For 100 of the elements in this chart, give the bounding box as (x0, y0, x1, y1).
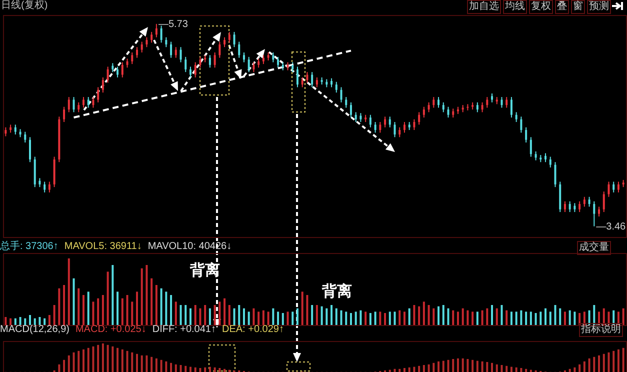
bar (447, 308, 450, 325)
bar (466, 310, 469, 325)
candlestick (14, 124, 16, 135)
bar (394, 312, 396, 325)
bar (170, 295, 172, 325)
bar (140, 268, 143, 325)
bar (525, 312, 528, 325)
candlestick (350, 102, 352, 118)
candlestick (520, 116, 522, 134)
candlestick (311, 72, 314, 88)
bar (472, 312, 474, 325)
bar (350, 313, 352, 325)
bar (428, 305, 430, 325)
text: 预测 (587, 0, 611, 14)
bar (330, 305, 333, 325)
bar (24, 318, 26, 325)
text: 总手: 37306↑ (0, 241, 58, 253)
bar (583, 312, 586, 325)
bar (559, 308, 562, 325)
bar (549, 312, 552, 325)
bar (38, 317, 41, 325)
candlestick (224, 36, 226, 48)
bar (452, 310, 454, 325)
annotation: —3.46 (596, 221, 626, 232)
bar (165, 292, 168, 325)
candlestick (150, 31, 153, 44)
candlestick (510, 96, 512, 118)
candlestick (379, 121, 382, 134)
annotation: 指标说明 (579, 323, 623, 337)
candlestick (87, 96, 90, 108)
text: 均线 (503, 0, 527, 14)
candlestick (354, 112, 357, 122)
candlestick (374, 121, 376, 134)
bar (267, 312, 270, 325)
candlestick (131, 52, 134, 65)
text: 叠 (555, 0, 569, 14)
candlestick (248, 56, 250, 73)
bar (184, 305, 187, 325)
candlestick (583, 196, 586, 208)
bar (408, 308, 410, 325)
annotation: 背离 (322, 283, 352, 300)
bar (544, 308, 547, 325)
candlestick (369, 114, 372, 128)
candlestick (530, 136, 532, 158)
bar (28, 315, 31, 325)
bar (481, 310, 484, 325)
candlestick (384, 116, 386, 128)
bar (432, 308, 435, 325)
bar (384, 313, 386, 325)
candlestick (272, 52, 274, 63)
candlestick (121, 62, 124, 78)
bar (554, 305, 556, 325)
bar (92, 302, 94, 325)
bar (598, 312, 600, 325)
candlestick (97, 86, 100, 103)
candlestick (388, 116, 391, 128)
bar (262, 310, 264, 325)
bar (345, 312, 348, 325)
bar (413, 305, 416, 325)
bar (82, 295, 84, 325)
candlestick (180, 46, 182, 63)
bar (58, 288, 60, 325)
candlestick (612, 181, 615, 193)
candlestick (617, 181, 620, 193)
bar (233, 308, 236, 325)
candlestick (199, 56, 202, 68)
bar (296, 308, 298, 325)
candlestick (102, 76, 104, 94)
bar (155, 285, 158, 325)
bar (306, 295, 308, 325)
candlestick (588, 196, 590, 208)
candlestick (422, 106, 425, 118)
candlestick (78, 102, 80, 113)
bar (316, 305, 318, 325)
bar (97, 298, 100, 325)
candlestick (398, 126, 401, 138)
candlestick (515, 112, 518, 122)
bar (496, 308, 498, 325)
bar (34, 318, 36, 325)
candlestick (403, 121, 406, 134)
candlestick (194, 62, 196, 78)
bar (301, 292, 304, 325)
candlestick (184, 56, 187, 73)
bar (194, 305, 196, 325)
bar (63, 285, 66, 325)
bar (506, 310, 508, 325)
bar (136, 292, 138, 325)
candlestick (165, 36, 168, 48)
bar (530, 312, 532, 325)
bar (180, 305, 182, 325)
bar (438, 306, 440, 325)
bar (462, 308, 464, 325)
bar (224, 298, 226, 325)
bar (403, 312, 406, 325)
text: 复权 (529, 0, 553, 14)
candlestick (316, 76, 318, 88)
bar (515, 312, 518, 325)
bar (320, 306, 323, 325)
bar (189, 308, 192, 325)
candlestick (146, 36, 148, 48)
